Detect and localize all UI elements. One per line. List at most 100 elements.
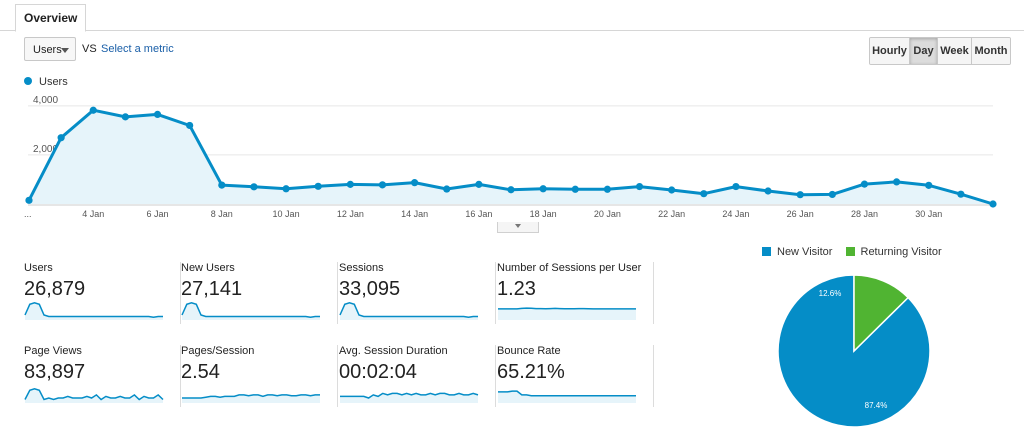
users-point[interactable] xyxy=(764,187,772,195)
pie-label-new-visitor: 87.4% xyxy=(865,401,888,410)
users-point[interactable] xyxy=(860,180,869,188)
sparkline-line xyxy=(182,394,320,399)
users-point[interactable] xyxy=(668,186,676,194)
metric-sparkline xyxy=(24,302,163,320)
hourly-button[interactable]: Hourly xyxy=(870,38,910,64)
metric-value: 27,141 xyxy=(181,278,243,300)
users-point[interactable] xyxy=(218,181,226,189)
returning-visitor-swatch-icon xyxy=(845,246,855,256)
metric-label: Number of Sessions per User xyxy=(497,262,642,274)
sparkline-line xyxy=(181,302,320,318)
users-point[interactable] xyxy=(828,190,836,199)
metric-card[interactable]: Sessions 33,095 xyxy=(339,262,496,324)
chevron-down-icon xyxy=(61,48,69,53)
pie-legend-returning-visitor: Returning Visitor xyxy=(860,246,942,258)
metric-value: 26,879 xyxy=(24,278,86,300)
sparkline-area xyxy=(25,388,163,403)
metric-card[interactable]: Users 26,879 xyxy=(24,262,181,324)
metric-value: 33,095 xyxy=(339,278,401,300)
metric-card[interactable]: Bounce Rate 65.21% xyxy=(497,345,654,407)
tab-bar: Overview xyxy=(0,0,1024,32)
x-tick-label: 28 Jan xyxy=(851,209,878,219)
x-tick-label: 26 Jan xyxy=(787,209,814,219)
metric-label: Users xyxy=(24,262,53,274)
x-tick-label: 18 Jan xyxy=(530,209,557,219)
sparkline-line xyxy=(24,388,164,401)
metric-value: 00:02:04 xyxy=(339,361,417,383)
pie-slice-returning-visitor[interactable] xyxy=(853,274,910,353)
metric-card[interactable]: Page Views 83,897 xyxy=(24,345,181,407)
users-point[interactable] xyxy=(635,182,644,191)
users-point[interactable] xyxy=(925,181,933,189)
sparkline-line xyxy=(339,302,478,318)
metric-card[interactable]: Number of Sessions per User 1.23 xyxy=(497,262,654,324)
visitor-pie-chart: 87.4% 12.6% xyxy=(777,274,931,428)
metric-sparkline xyxy=(182,394,320,403)
x-tick-label: 4 Jan xyxy=(82,209,104,219)
pie-legend-new-visitor: New Visitor xyxy=(777,246,833,258)
users-point[interactable] xyxy=(796,191,804,199)
users-point[interactable] xyxy=(250,183,258,191)
users-point[interactable] xyxy=(411,179,419,187)
x-tick-label: 6 Jan xyxy=(147,209,169,219)
metric-label: New Users xyxy=(181,262,235,274)
x-tick-label: 22 Jan xyxy=(658,209,685,219)
users-point[interactable] xyxy=(732,182,740,191)
users-point[interactable] xyxy=(443,185,451,193)
sparkline-line xyxy=(24,302,163,318)
sparkline-area xyxy=(498,391,636,403)
metric-label: Sessions xyxy=(339,262,384,274)
users-point[interactable] xyxy=(539,185,547,193)
metric-sparkline xyxy=(339,302,478,320)
day-button[interactable]: Day xyxy=(910,38,938,64)
x-tick-label: 16 Jan xyxy=(465,209,492,219)
users-point[interactable] xyxy=(475,180,483,188)
y-tick-label: 4,000 xyxy=(33,95,58,106)
metric-value: 2.54 xyxy=(181,361,220,383)
metric-label: Page Views xyxy=(24,345,82,357)
select-metric-link[interactable]: Select a metric xyxy=(101,43,174,55)
users-point[interactable] xyxy=(186,121,194,130)
users-point[interactable] xyxy=(346,180,354,188)
users-point[interactable] xyxy=(700,190,708,198)
caret-down-icon xyxy=(515,224,521,228)
users-point[interactable] xyxy=(571,185,579,193)
users-point[interactable] xyxy=(153,110,162,119)
users-point[interactable] xyxy=(957,190,965,198)
sparkline-line xyxy=(498,390,636,397)
x-tick-label: 10 Jan xyxy=(273,209,300,219)
x-tick-label: 12 Jan xyxy=(337,209,364,219)
chart-collapse-toggle[interactable] xyxy=(497,222,539,233)
x-tick-label: 20 Jan xyxy=(594,209,621,219)
metric-select[interactable]: Users xyxy=(24,37,76,61)
x-tick-label: 24 Jan xyxy=(722,209,749,219)
users-point[interactable] xyxy=(989,200,997,208)
users-point[interactable] xyxy=(603,185,612,193)
sparkline-line xyxy=(340,392,479,399)
x-tick-label: 8 Jan xyxy=(211,209,233,219)
users-point[interactable] xyxy=(893,178,901,186)
users-point[interactable] xyxy=(25,196,33,204)
month-button[interactable]: Month xyxy=(972,38,1010,64)
users-point[interactable] xyxy=(89,106,97,114)
sparkline-area xyxy=(25,302,163,320)
metric-card[interactable]: New Users 27,141 xyxy=(181,262,338,324)
metric-card[interactable]: Pages/Session 2.54 xyxy=(181,345,338,407)
pie-legend: New Visitor Returning Visitor xyxy=(762,246,942,258)
new-visitor-swatch-icon xyxy=(762,246,771,256)
x-tick-label: 30 Jan xyxy=(915,209,942,219)
x-tick-label: 14 Jan xyxy=(401,209,428,219)
users-point[interactable] xyxy=(507,186,515,194)
users-point[interactable] xyxy=(57,134,65,142)
tab-overview[interactable]: Overview xyxy=(15,4,87,32)
chart-legend: Users xyxy=(24,76,68,88)
y-tick-label: 2,000 xyxy=(33,144,58,155)
week-button[interactable]: Week xyxy=(938,38,972,64)
metric-card[interactable]: Avg. Session Duration 00:02:04 xyxy=(339,345,496,407)
users-point[interactable] xyxy=(378,181,387,189)
users-point[interactable] xyxy=(121,113,129,121)
users-point[interactable] xyxy=(282,185,290,193)
pie-label-returning-visitor: 12.6% xyxy=(819,289,842,298)
users-point[interactable] xyxy=(314,182,322,190)
metric-label: Pages/Session xyxy=(181,345,255,357)
